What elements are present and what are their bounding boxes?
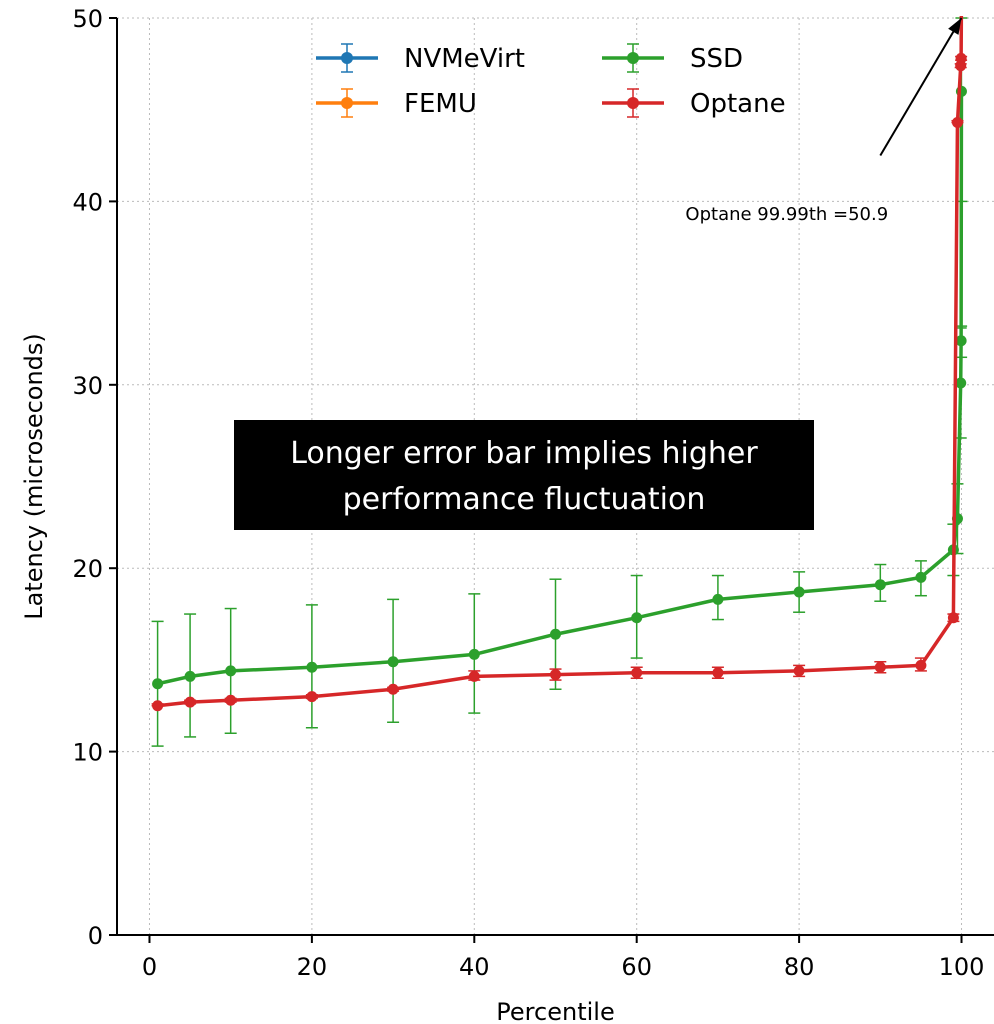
series-layer xyxy=(151,0,968,747)
data-point xyxy=(468,670,480,682)
data-point xyxy=(712,593,724,605)
x-tick-label: 100 xyxy=(939,953,985,981)
data-point xyxy=(956,0,967,7)
data-point xyxy=(793,586,805,598)
data-point xyxy=(550,669,561,681)
x-tick-label: 0 xyxy=(142,953,157,981)
legend-marker xyxy=(341,97,353,109)
y-tick-label: 50 xyxy=(72,5,103,33)
data-point xyxy=(225,694,237,706)
data-point xyxy=(874,661,886,673)
data-point xyxy=(915,659,927,671)
data-point xyxy=(951,117,963,129)
data-point xyxy=(955,52,967,64)
callout-text-line: Longer error bar implies higher xyxy=(290,436,758,471)
y-tick-label: 30 xyxy=(72,372,103,400)
series-ssd xyxy=(151,17,968,747)
data-point xyxy=(152,700,164,712)
y-tick-label: 10 xyxy=(72,739,103,767)
data-point xyxy=(550,628,561,640)
data-point xyxy=(184,696,196,708)
callout-background xyxy=(234,420,814,530)
series-line xyxy=(157,91,964,686)
x-tick-label: 60 xyxy=(621,953,652,981)
x-tick-label: 80 xyxy=(784,953,815,981)
annotation-arrow-head xyxy=(948,18,962,35)
y-axis-label: Latency (microseconds) xyxy=(20,333,48,620)
data-point xyxy=(712,667,724,679)
legend-entry-optane: Optane xyxy=(602,88,786,119)
y-tick-label: 20 xyxy=(72,555,103,583)
legend-label: NVMeVirt xyxy=(404,44,525,74)
legend-marker xyxy=(627,97,639,109)
data-point xyxy=(184,670,196,682)
legend-label: Optane xyxy=(690,89,786,119)
legend: NVMeVirt FEMU SSD Optane xyxy=(316,43,786,119)
legend-marker xyxy=(627,52,639,64)
data-point xyxy=(947,612,959,624)
data-point xyxy=(225,665,237,677)
data-point xyxy=(387,683,399,695)
legend-entry-nvmevirt: NVMeVirt xyxy=(316,43,525,74)
callout-text-line: performance fluctuation xyxy=(343,482,706,517)
callout-box: Longer error bar implies higher performan… xyxy=(234,420,814,530)
data-point xyxy=(874,579,886,591)
annotation-arrow-line xyxy=(879,17,963,157)
series-optane xyxy=(151,0,968,712)
axes: 0 20 40 60 80 100 0 10 20 30 40 50 Percentile Latency… xyxy=(20,5,994,1024)
data-point xyxy=(915,571,927,583)
data-point xyxy=(306,661,318,673)
y-tick-label: 40 xyxy=(72,188,103,216)
data-point xyxy=(631,667,643,679)
x-tick-label: 20 xyxy=(297,953,328,981)
series-line xyxy=(157,16,964,708)
data-point xyxy=(468,648,480,660)
legend-label: FEMU xyxy=(404,89,477,119)
data-point xyxy=(387,656,399,668)
data-point xyxy=(306,691,318,703)
legend-entry-ssd: SSD xyxy=(602,43,743,74)
data-point xyxy=(793,665,805,677)
annotation-text: Optane 99.99th =50.9 xyxy=(685,204,888,225)
annotation-layer: Optane 99.99th =50.9 xyxy=(685,17,963,225)
legend-label: SSD xyxy=(690,44,743,74)
x-tick-label: 40 xyxy=(459,953,490,981)
legend-marker xyxy=(341,52,353,64)
y-tick-label: 0 xyxy=(88,922,103,950)
data-point xyxy=(631,612,643,624)
data-point xyxy=(955,377,967,389)
legend-entry-femu: FEMU xyxy=(316,88,477,119)
data-point xyxy=(152,678,164,690)
data-point xyxy=(955,335,967,347)
x-axis-label: Percentile xyxy=(496,998,614,1024)
